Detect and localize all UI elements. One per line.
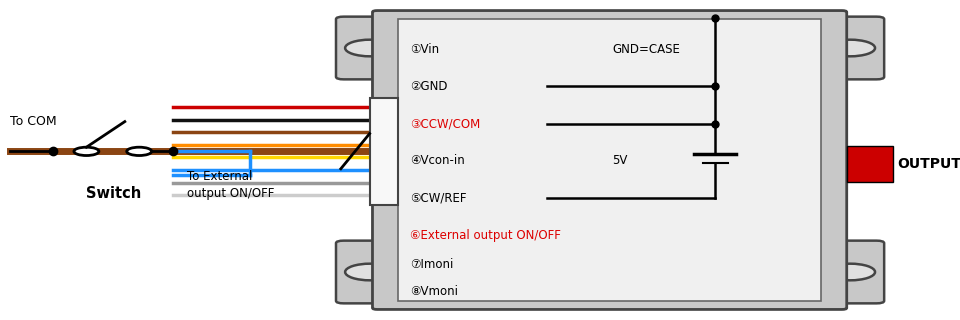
FancyBboxPatch shape bbox=[372, 11, 847, 309]
Text: To External
output ON/OFF: To External output ON/OFF bbox=[187, 170, 275, 200]
FancyBboxPatch shape bbox=[336, 17, 404, 79]
Text: ①Vin: ①Vin bbox=[410, 43, 439, 56]
Circle shape bbox=[346, 264, 396, 280]
Text: ⑦Imoni: ⑦Imoni bbox=[410, 258, 453, 270]
Bar bbox=[370, 98, 398, 205]
Circle shape bbox=[825, 264, 876, 280]
Text: ④Vcon-in: ④Vcon-in bbox=[410, 155, 465, 167]
Text: ⑧Vmoni: ⑧Vmoni bbox=[410, 285, 458, 298]
Text: GND=CASE: GND=CASE bbox=[612, 43, 681, 56]
Text: To COM: To COM bbox=[10, 115, 57, 128]
FancyBboxPatch shape bbox=[816, 241, 884, 303]
Text: 5V: 5V bbox=[612, 155, 628, 167]
Circle shape bbox=[127, 147, 152, 156]
Circle shape bbox=[825, 40, 876, 56]
Text: ⑤CW/REF: ⑤CW/REF bbox=[410, 191, 467, 204]
FancyBboxPatch shape bbox=[336, 241, 404, 303]
Text: ③CCW/COM: ③CCW/COM bbox=[410, 117, 480, 130]
Circle shape bbox=[74, 147, 99, 156]
Bar bbox=[847, 146, 893, 182]
Text: Switch: Switch bbox=[85, 186, 141, 201]
Text: ⑥External output ON/OFF: ⑥External output ON/OFF bbox=[410, 229, 561, 242]
FancyBboxPatch shape bbox=[816, 17, 884, 79]
Circle shape bbox=[346, 40, 396, 56]
Text: OUTPUT: OUTPUT bbox=[898, 157, 960, 171]
Bar bbox=[398, 19, 821, 301]
Text: ②GND: ②GND bbox=[410, 80, 447, 93]
